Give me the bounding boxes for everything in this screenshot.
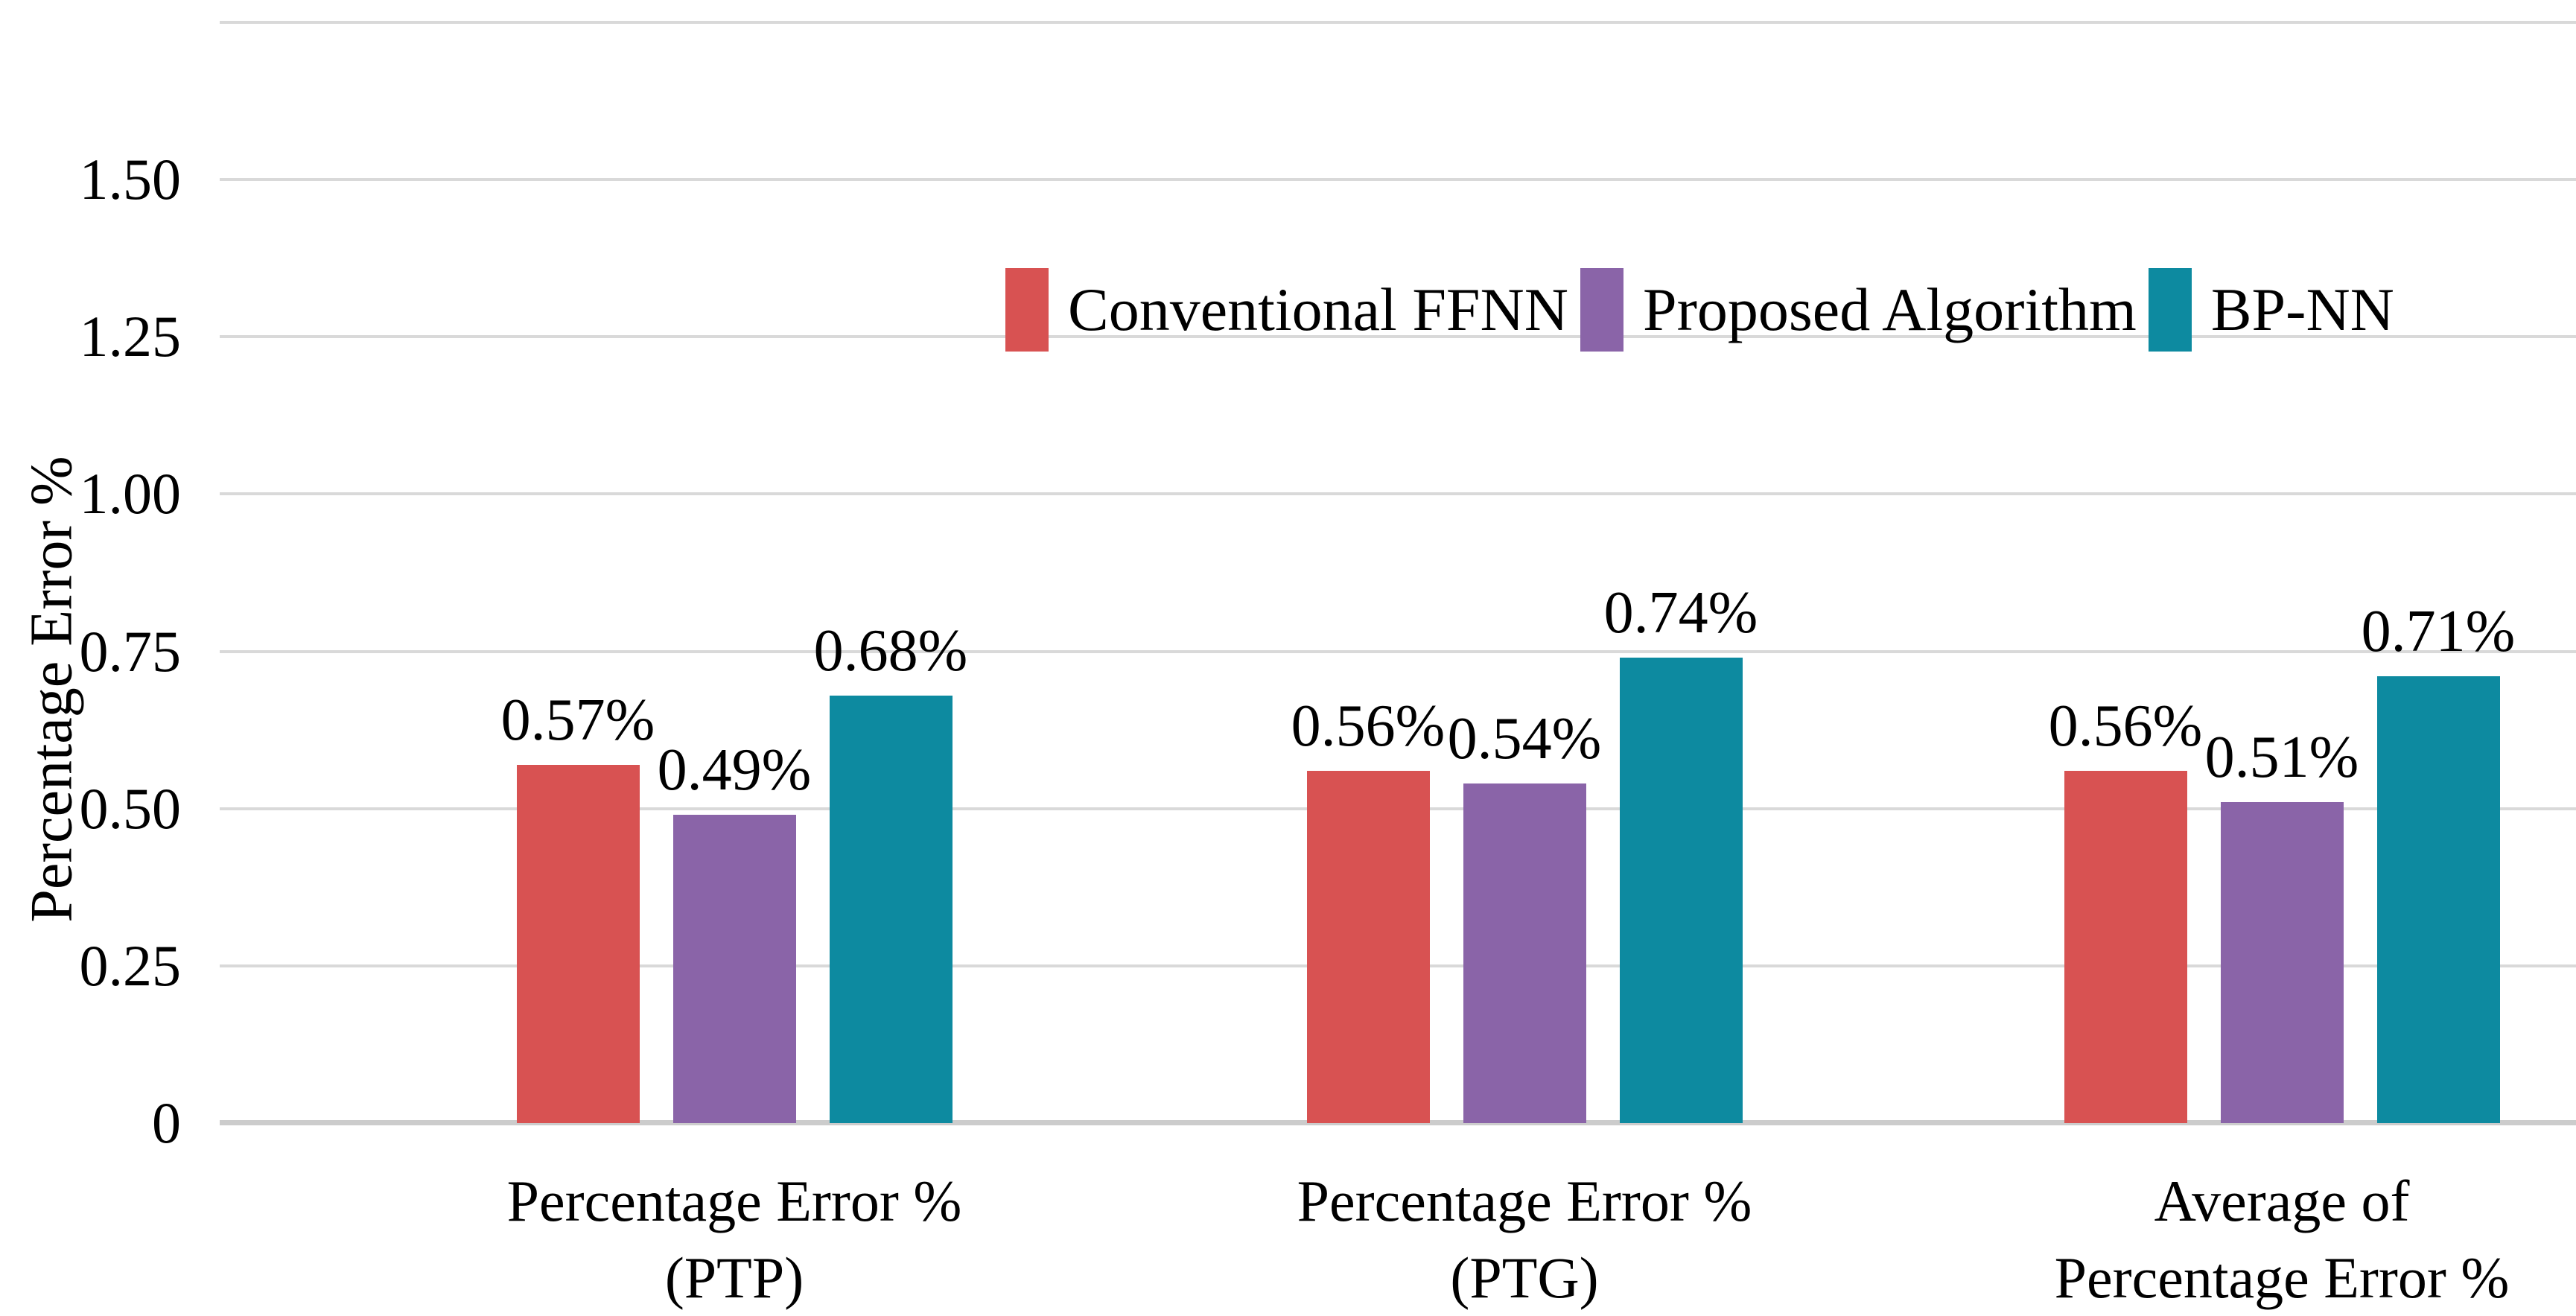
- bar-value-label: 0.54%: [1447, 706, 1602, 772]
- legend-swatch-icon: [2148, 268, 2192, 352]
- y-tick-label: 1.00: [79, 461, 182, 526]
- y-tick-label: 0.75: [79, 619, 182, 684]
- gridline: [220, 650, 2576, 653]
- bar-value-label: 0.71%: [2361, 599, 2516, 664]
- bar-slot: 0.54%: [1448, 706, 1601, 1123]
- bar-value-label: 0.51%: [2204, 725, 2359, 790]
- legend-swatch-icon: [1580, 268, 1623, 352]
- category-label: Percentage Error % (PTG): [1115, 1163, 1934, 1316]
- bar-slot: 0.57%: [501, 687, 655, 1123]
- category-label-line: (PTG): [1450, 1245, 1599, 1310]
- bar-group: 0.56% 0.51% 0.71%: [2049, 599, 2515, 1123]
- gridline: [220, 335, 2576, 338]
- y-tick-label: 0.25: [79, 933, 182, 998]
- bar: [516, 765, 640, 1123]
- category-label: Average of Percentage Error %: [1872, 1163, 2576, 1316]
- bar-value-label: 0.74%: [1603, 580, 1758, 646]
- legend-item: Conventional FFNN: [1005, 268, 1580, 352]
- y-tick-label: 0.50: [79, 776, 182, 841]
- category-label-line: Percentage Error %: [2054, 1245, 2510, 1310]
- bar-slot: 0.56%: [1291, 693, 1445, 1123]
- bar: [2064, 771, 2187, 1123]
- bar-group: 0.56% 0.54% 0.74%: [1291, 580, 1758, 1123]
- y-tick-label: 1.50: [79, 147, 182, 212]
- gridline: [220, 21, 2576, 24]
- bar-slot: 0.49%: [658, 737, 811, 1123]
- bar: [672, 815, 796, 1123]
- legend-label: Conventional FFNN: [1068, 276, 1568, 343]
- category-label: Percentage Error % (PTP): [325, 1163, 1144, 1316]
- legend-swatch-icon: [1005, 268, 1049, 352]
- y-tick-label: 1.25: [79, 304, 182, 369]
- bar-value-label: 0.56%: [1291, 693, 1446, 759]
- bar-value-label: 0.68%: [813, 618, 968, 684]
- category-label-line: Average of: [2154, 1169, 2410, 1233]
- bar-value-label: 0.57%: [500, 687, 655, 753]
- category-label-line: Percentage Error %: [1297, 1169, 1752, 1233]
- y-tick-label: 0: [152, 1090, 181, 1155]
- legend-item: Proposed Algorithm: [1580, 268, 2149, 352]
- gridline: [220, 492, 2576, 495]
- bar: [2220, 802, 2344, 1123]
- legend-item: BP-NN: [2148, 268, 2406, 352]
- legend-label: Proposed Algorithm: [1642, 276, 2137, 343]
- bar-group: 0.57% 0.49% 0.68%: [501, 618, 967, 1123]
- bar-slot: 0.71%: [2362, 599, 2515, 1123]
- bar: [829, 696, 953, 1123]
- bar-slot: 0.56%: [2049, 693, 2202, 1123]
- bar: [1306, 771, 1430, 1123]
- bar-slot: 0.51%: [2205, 725, 2359, 1123]
- bar: [2376, 676, 2500, 1123]
- legend-label: BP-NN: [2210, 276, 2394, 343]
- gridline: [220, 178, 2576, 181]
- bar: [1619, 658, 1743, 1123]
- legend: Conventional FFNN Proposed Algorithm BP-NN: [1005, 268, 2406, 352]
- y-axis-title: Percentage Error %: [19, 456, 85, 923]
- plot-area: Conventional FFNN Proposed Algorithm BP-NN…: [220, 21, 2576, 1125]
- bar: [1463, 783, 1586, 1123]
- category-label-line: (PTP): [664, 1245, 804, 1310]
- bar-slot: 0.74%: [1604, 580, 1758, 1123]
- bar-value-label: 0.49%: [657, 737, 812, 803]
- bar-value-label: 0.56%: [2048, 693, 2203, 759]
- bar-slot: 0.68%: [814, 618, 967, 1123]
- category-label-line: Percentage Error %: [506, 1169, 962, 1233]
